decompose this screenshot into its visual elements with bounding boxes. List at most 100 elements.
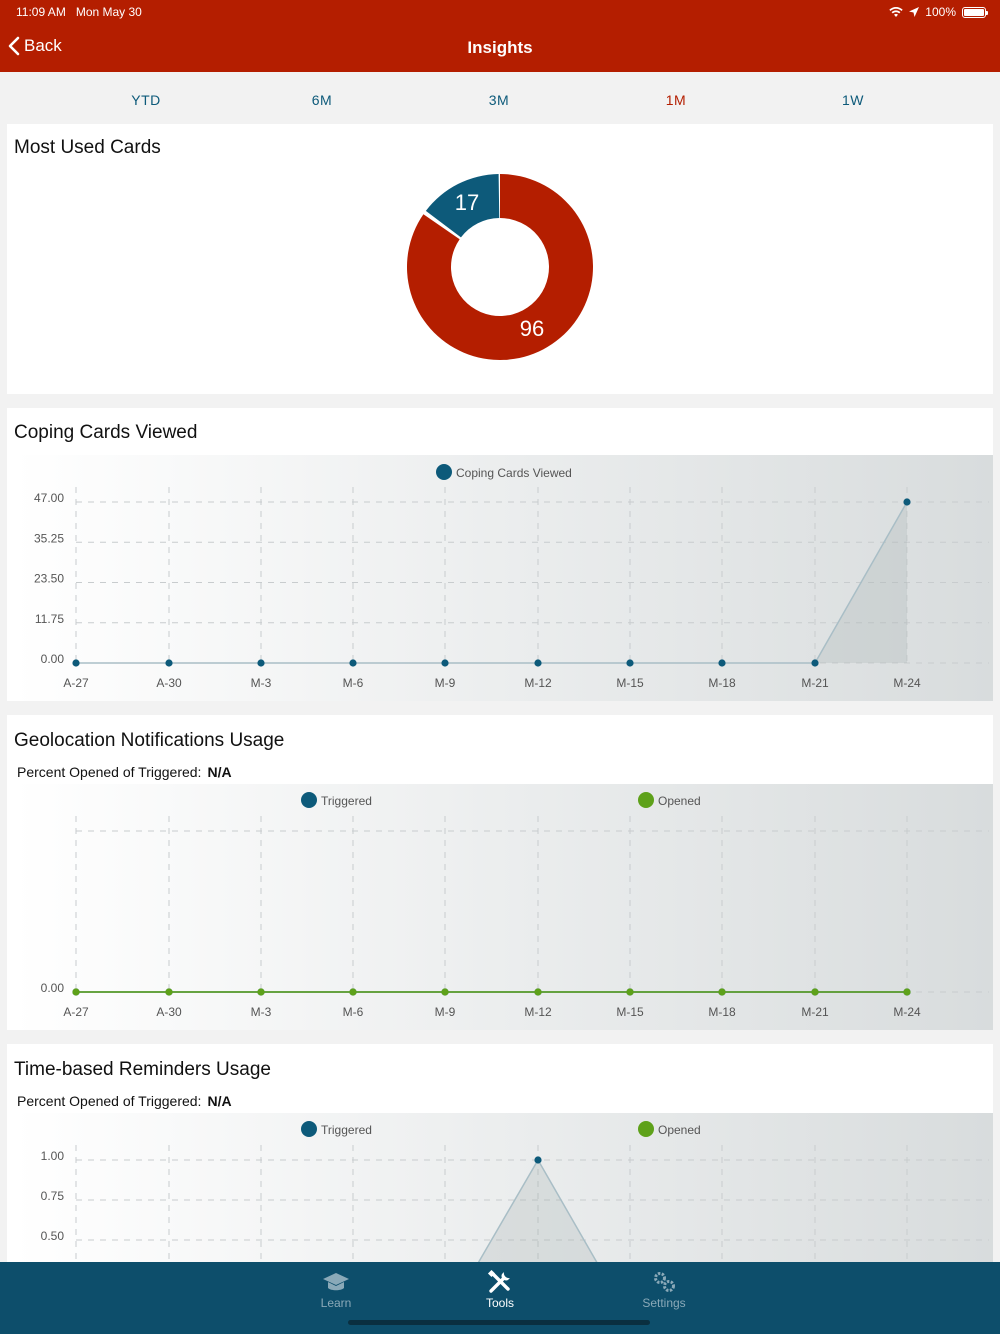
data-point (257, 988, 265, 996)
data-point (718, 988, 726, 996)
tab-label: Learn (320, 1296, 352, 1310)
x-tick-label: M-12 (524, 1005, 552, 1019)
data-point (903, 498, 911, 506)
graduation-cap-icon (323, 1273, 349, 1291)
geolocation-card: Geolocation Notifications Usage Percent … (7, 715, 993, 1030)
x-tick-label: M-6 (343, 676, 364, 690)
percent-opened-value: N/A (207, 764, 232, 780)
chart-background (14, 784, 993, 1030)
status-bar: 11:09 AM Mon May 30 100% (0, 0, 1000, 24)
chart-background (14, 1113, 993, 1262)
chevron-left-icon (8, 36, 20, 56)
donut-label-96: 96 (520, 316, 544, 341)
data-point (626, 659, 634, 667)
card-title: Time-based Reminders Usage (14, 1059, 271, 1080)
status-time: 11:09 AM Mon May 30 (16, 5, 142, 19)
card-title: Geolocation Notifications Usage (14, 730, 285, 751)
wifi-icon (889, 6, 903, 17)
y-tick-label: 23.50 (34, 572, 64, 586)
percent-opened-value: N/A (207, 1093, 232, 1109)
range-tab-1w[interactable]: 1W (842, 92, 864, 108)
legend-dot-triggered (301, 1121, 317, 1137)
geolocation-chart: Triggered Opened 0.00 A-27 A-30 M-3 M-6 M-9 M-… (14, 784, 993, 1030)
data-point (718, 659, 726, 667)
tab-learn[interactable]: Learn (276, 1270, 396, 1310)
tools-icon (487, 1270, 510, 1293)
y-tick-label: 0.00 (41, 981, 65, 995)
x-tick-label: A-27 (63, 1005, 89, 1019)
x-tick-label: M-21 (801, 676, 829, 690)
percent-opened-label: Percent Opened of Triggered: (17, 1093, 202, 1109)
coping-cards-chart: Coping Cards Viewed 47.00 35.25 23.50 11.75… (14, 455, 993, 701)
battery-icon (962, 6, 988, 18)
tab-tools[interactable]: Tools (440, 1270, 560, 1310)
navigation-bar: Back Insights (0, 24, 1000, 72)
gears-icon (654, 1272, 675, 1292)
x-tick-label: M-9 (435, 1005, 456, 1019)
donut-slice-96 (406, 174, 593, 360)
legend-label-opened: Opened (658, 794, 701, 808)
data-point (903, 988, 911, 996)
data-point (626, 988, 634, 996)
donut-slice-17 (425, 174, 500, 238)
chart-background (14, 455, 993, 701)
card-title: Most Used Cards (14, 137, 161, 158)
y-tick-label: 0.50 (41, 1229, 65, 1243)
x-tick-label: A-30 (156, 1005, 182, 1019)
range-tab-6m[interactable]: 6M (311, 92, 333, 108)
data-point (534, 659, 542, 667)
clock-time: 11:09 AM (16, 5, 66, 19)
x-tick-label: M-3 (251, 676, 272, 690)
series-line (477, 1158, 598, 1262)
legend-label-triggered: Triggered (321, 1123, 372, 1137)
legend-dot-opened (638, 1121, 654, 1137)
data-point (534, 1156, 542, 1164)
location-arrow-icon (909, 7, 920, 17)
card-title: Coping Cards Viewed (14, 422, 198, 443)
range-tab-3m[interactable]: 3M (488, 92, 510, 108)
time-based-chart: Triggered Opened 1.00 0.75 0.50 (14, 1113, 993, 1262)
data-point (441, 988, 449, 996)
range-tab-1m[interactable]: 1M (665, 92, 687, 108)
data-point (72, 659, 80, 667)
x-tick-label: M-18 (708, 1005, 736, 1019)
series-line (76, 501, 908, 664)
home-indicator (348, 1320, 650, 1325)
x-tick-label: M-3 (251, 1005, 272, 1019)
percent-opened-label: Percent Opened of Triggered: (17, 764, 202, 780)
data-point (441, 659, 449, 667)
x-tick-label: M-15 (616, 1005, 644, 1019)
tab-label: Settings (642, 1296, 686, 1310)
series-area (478, 1160, 597, 1262)
legend-dot-triggered (301, 792, 317, 808)
legend-dot-opened (638, 792, 654, 808)
y-tick-label: 47.00 (34, 491, 64, 505)
range-tab-ytd[interactable]: YTD (131, 92, 161, 108)
y-tick-label: 0.75 (41, 1189, 65, 1203)
y-tick-label: 0.00 (41, 652, 65, 666)
y-tick-label: 11.75 (35, 612, 64, 626)
data-point (165, 988, 173, 996)
legend-label-opened: Opened (658, 1123, 701, 1137)
battery-percent: 100% (925, 5, 956, 19)
data-point (811, 988, 819, 996)
data-point (72, 988, 80, 996)
status-indicators: 100% (889, 5, 988, 19)
time-based-reminders-card: Time-based Reminders Usage Percent Opene… (7, 1044, 993, 1262)
legend-label-coping: Coping Cards Viewed (456, 466, 572, 480)
data-point (811, 659, 819, 667)
tab-settings[interactable]: Settings (604, 1270, 724, 1310)
time-range-selector: YTD 6M 3M 1M 1W (0, 72, 1000, 124)
x-tick-label: M-21 (801, 1005, 829, 1019)
donut-label-17: 17 (455, 190, 479, 215)
coping-cards-card: Coping Cards Viewed Coping Cards Viewed … (7, 408, 993, 701)
back-button[interactable]: Back (8, 36, 62, 56)
x-tick-label: M-18 (708, 676, 736, 690)
most-used-donut-chart: 96 17 (406, 174, 593, 360)
legend-label-triggered: Triggered (321, 794, 372, 808)
y-tick-label: 35.25 (34, 531, 64, 545)
tab-label: Tools (485, 1296, 514, 1310)
page-title: Insights (467, 38, 533, 57)
x-tick-label: M-12 (524, 676, 552, 690)
data-point (349, 659, 357, 667)
